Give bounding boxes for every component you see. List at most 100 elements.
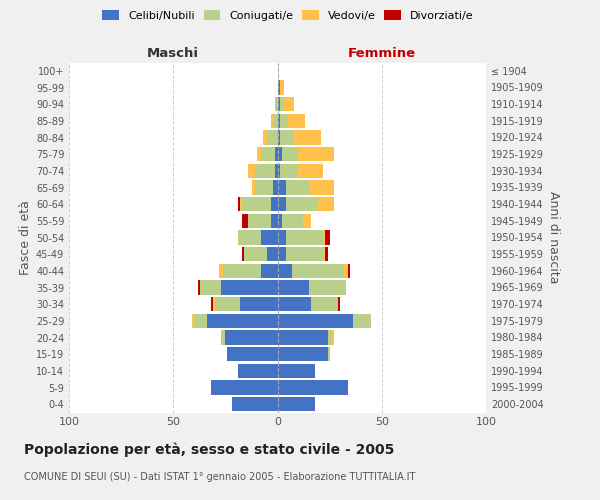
Bar [277, 247, 286, 261]
Bar [338, 297, 340, 311]
Bar [267, 247, 277, 261]
Bar [213, 297, 215, 311]
Bar [277, 180, 286, 194]
Bar [325, 247, 328, 261]
Bar [309, 180, 334, 194]
Bar [248, 164, 254, 178]
Bar [277, 114, 280, 128]
Bar [240, 297, 277, 311]
Bar [242, 214, 248, 228]
Bar [215, 297, 240, 311]
Bar [349, 264, 350, 278]
Bar [200, 280, 221, 294]
Bar [281, 214, 302, 228]
Bar [277, 314, 353, 328]
Bar [344, 264, 349, 278]
Bar [286, 230, 323, 244]
Bar [244, 247, 267, 261]
Bar [206, 314, 277, 328]
Bar [240, 197, 242, 211]
Bar [192, 314, 194, 328]
Bar [298, 164, 323, 178]
Bar [238, 364, 277, 378]
Bar [277, 164, 280, 178]
Bar [309, 280, 346, 294]
Y-axis label: Fasce di età: Fasce di età [19, 200, 32, 275]
Bar [263, 130, 267, 144]
Bar [277, 280, 309, 294]
Text: Popolazione per età, sesso e stato civile - 2005: Popolazione per età, sesso e stato civil… [24, 442, 394, 457]
Bar [277, 364, 315, 378]
Bar [328, 330, 332, 344]
Bar [277, 214, 281, 228]
Bar [277, 347, 328, 361]
Bar [261, 230, 277, 244]
Bar [277, 264, 292, 278]
Bar [323, 230, 325, 244]
Bar [311, 297, 338, 311]
Text: Maschi: Maschi [147, 47, 199, 60]
Bar [332, 330, 334, 344]
Bar [280, 97, 284, 112]
Bar [271, 197, 277, 211]
Bar [223, 264, 261, 278]
Bar [226, 330, 277, 344]
Bar [232, 397, 277, 411]
Bar [317, 197, 334, 211]
Bar [274, 180, 277, 194]
Bar [275, 164, 277, 178]
Bar [253, 180, 254, 194]
Bar [292, 264, 344, 278]
Bar [286, 197, 317, 211]
Bar [242, 197, 271, 211]
Bar [227, 347, 277, 361]
Bar [277, 297, 311, 311]
Bar [211, 380, 277, 394]
Bar [284, 97, 294, 112]
Bar [211, 297, 213, 311]
Bar [242, 247, 244, 261]
Bar [281, 147, 298, 161]
Bar [261, 147, 275, 161]
Bar [261, 264, 277, 278]
Bar [275, 97, 277, 112]
Bar [277, 380, 349, 394]
Bar [267, 130, 277, 144]
Bar [280, 114, 288, 128]
Bar [277, 397, 315, 411]
Y-axis label: Anni di nascita: Anni di nascita [547, 191, 560, 284]
Bar [277, 197, 286, 211]
Bar [288, 114, 305, 128]
Bar [280, 130, 294, 144]
Bar [286, 180, 309, 194]
Text: Femmine: Femmine [347, 47, 416, 60]
Bar [280, 80, 284, 94]
Bar [302, 214, 311, 228]
Bar [286, 247, 323, 261]
Bar [323, 247, 325, 261]
Bar [257, 147, 261, 161]
Bar [221, 280, 277, 294]
Bar [298, 147, 334, 161]
Bar [294, 130, 321, 144]
Bar [277, 147, 281, 161]
Bar [277, 230, 286, 244]
Bar [325, 230, 329, 244]
Bar [221, 330, 226, 344]
Bar [280, 164, 298, 178]
Bar [277, 97, 280, 112]
Bar [254, 180, 274, 194]
Bar [219, 264, 223, 278]
Bar [198, 280, 200, 294]
Bar [271, 114, 274, 128]
Bar [254, 164, 275, 178]
Bar [238, 197, 240, 211]
Bar [194, 314, 206, 328]
Legend: Celibi/Nubili, Coniugati/e, Vedovi/e, Divorziati/e: Celibi/Nubili, Coniugati/e, Vedovi/e, Di… [98, 6, 478, 25]
Bar [277, 130, 280, 144]
Bar [277, 80, 280, 94]
Bar [275, 147, 277, 161]
Bar [277, 330, 328, 344]
Bar [248, 214, 271, 228]
Bar [328, 347, 329, 361]
